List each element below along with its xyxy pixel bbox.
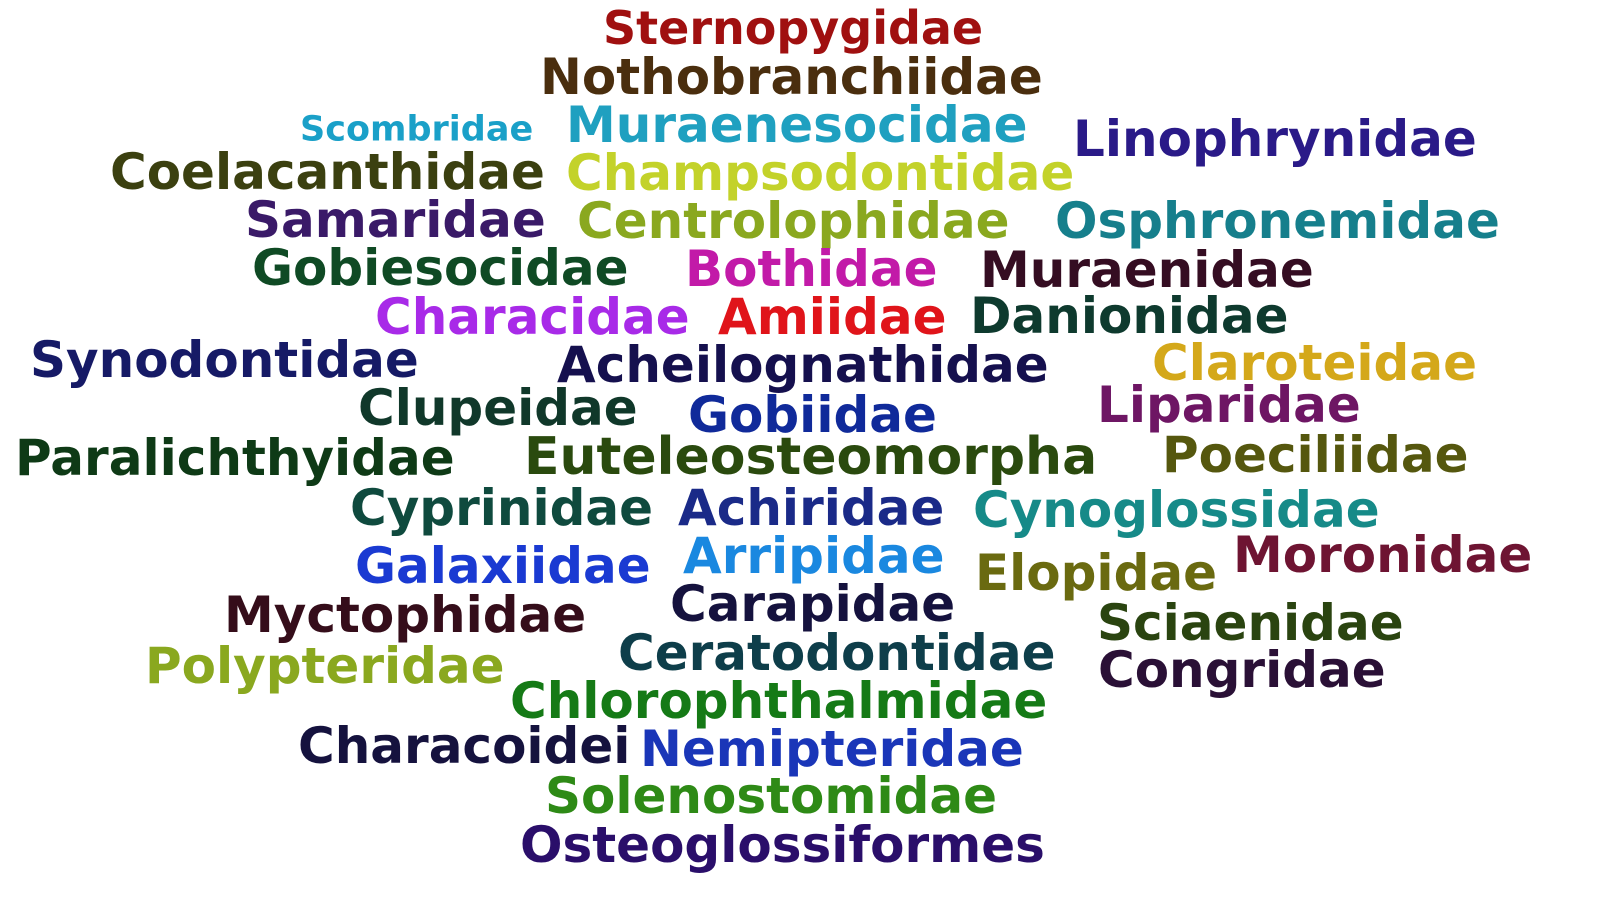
word-nemipteridae: Nemipteridae [640,720,1024,778]
word-muraenidae: Muraenidae [980,241,1314,299]
word-gobiesocidae: Gobiesocidae [252,239,629,297]
word-muraenesocidae: Muraenesocidae [566,96,1028,154]
word-gobiidae: Gobiidae [688,386,937,444]
word-carapidae: Carapidae [670,575,956,633]
word-cynoglossidae: Cynoglossidae [973,481,1380,539]
word-poeciliidae: Poeciliidae [1162,426,1469,484]
word-osteoglossiformes: Osteoglossiformes [520,816,1045,874]
word-achiridae: Achiridae [678,479,945,537]
word-champsodontidae: Champsodontidae [566,144,1075,202]
word-paralichthyidae: Paralichthyidae [15,429,455,487]
word-clupeidae: Clupeidae [358,379,638,437]
word-sciaenidae: Sciaenidae [1097,594,1404,652]
word-galaxiidae: Galaxiidae [355,537,651,595]
word-elopidae: Elopidae [975,544,1218,602]
word-centrolophidae: Centrolophidae [577,192,1010,250]
word-euteleosteomorpha: Euteleosteomorpha [524,427,1098,487]
word-congridae: Congridae [1098,641,1386,699]
word-myctophidae: Myctophidae [224,586,587,644]
word-claroteidae: Claroteidae [1152,334,1477,392]
word-danionidae: Danionidae [970,287,1289,345]
word-solenostomidae: Solenostomidae [545,767,998,825]
word-coelacanthidae: Coelacanthidae [110,143,545,201]
word-synodontidae: Synodontidae [30,331,419,389]
word-osphronemidae: Osphronemidae [1055,192,1500,250]
word-scombridae: Scombridae [300,109,534,150]
word-characidae: Characidae [375,288,690,346]
word-nothobranchiidae: Nothobranchiidae [540,48,1043,106]
word-moronidae: Moronidae [1233,526,1533,584]
word-sternopygidae: Sternopygidae [603,1,984,55]
word-linophrynidae: Linophrynidae [1073,110,1477,168]
word-amiidae: Amiidae [718,288,947,346]
word-characoidei: Characoidei [298,717,631,775]
word-cyprinidae: Cyprinidae [350,479,654,537]
word-bothidae: Bothidae [685,240,938,298]
word-samaridae: Samaridae [245,191,546,249]
word-arripidae: Arripidae [683,527,945,585]
word-liparidae: Liparidae [1097,376,1361,434]
word-chlorophthalmidae: Chlorophthalmidae [510,672,1048,730]
word-acheilognathidae: Acheilognathidae [557,336,1049,394]
word-ceratodontidae: Ceratodontidae [618,624,1056,682]
word-polypteridae: Polypteridae [145,637,505,695]
